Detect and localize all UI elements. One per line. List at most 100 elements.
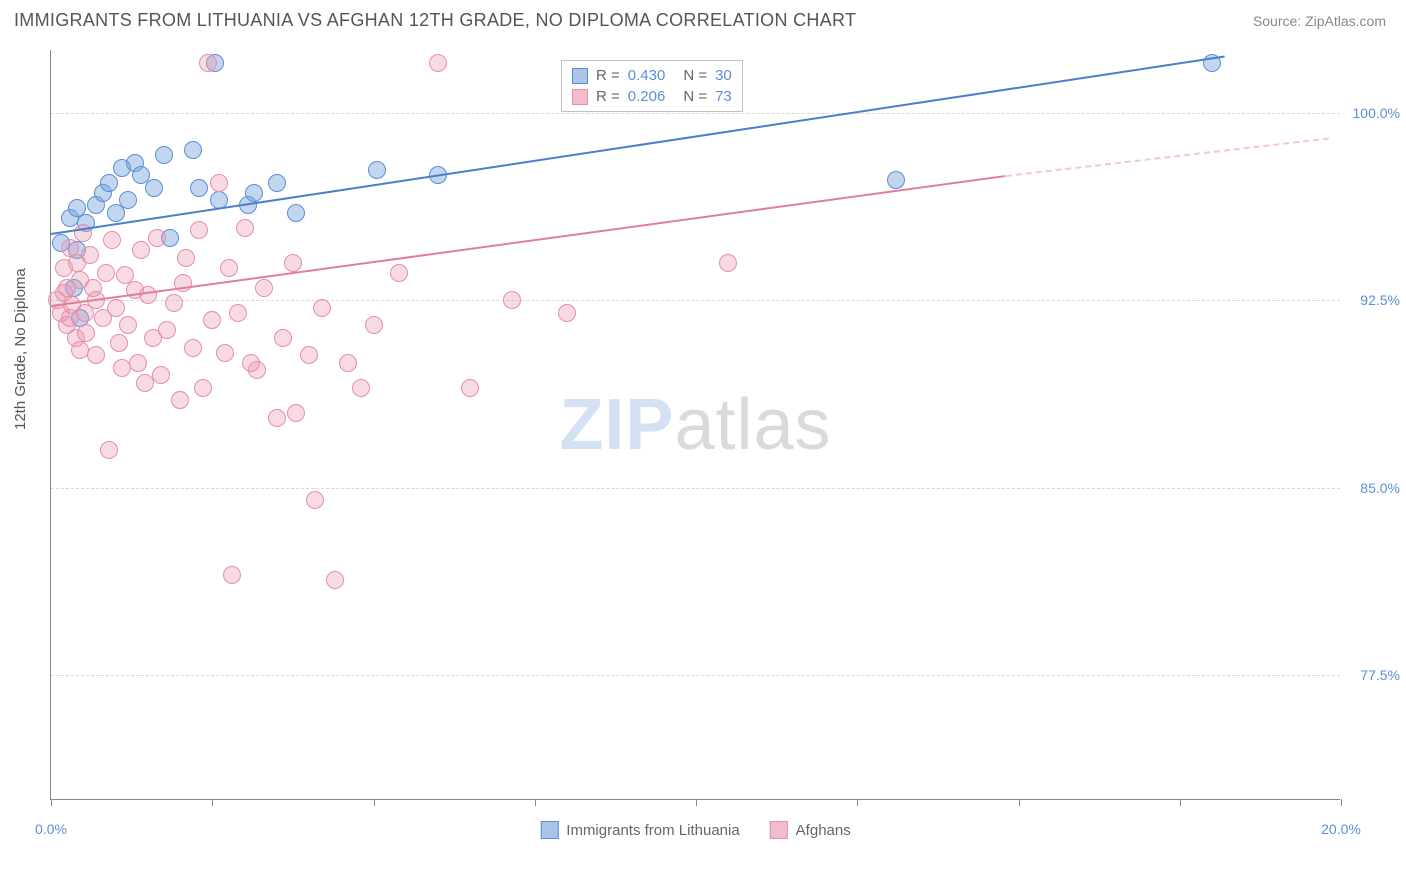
grid-line bbox=[51, 675, 1340, 676]
scatter-point bbox=[248, 361, 266, 379]
stats-box: R = 0.430 N = 30 R = 0.206 N = 73 bbox=[561, 60, 743, 112]
scatter-point bbox=[274, 329, 292, 347]
scatter-point bbox=[148, 229, 166, 247]
scatter-point bbox=[558, 304, 576, 322]
scatter-point bbox=[352, 379, 370, 397]
scatter-point bbox=[97, 264, 115, 282]
scatter-point bbox=[216, 344, 234, 362]
r-value-1: 0.430 bbox=[628, 67, 666, 84]
scatter-point bbox=[390, 264, 408, 282]
x-tick bbox=[212, 799, 213, 806]
grid-line bbox=[51, 488, 1340, 489]
scatter-point bbox=[287, 204, 305, 222]
scatter-point bbox=[199, 54, 217, 72]
scatter-point bbox=[177, 249, 195, 267]
scatter-point bbox=[129, 354, 147, 372]
legend-swatch-pink bbox=[770, 821, 788, 839]
y-tick-label: 100.0% bbox=[1345, 105, 1400, 121]
watermark: ZIPatlas bbox=[559, 384, 831, 466]
stats-swatch-blue bbox=[572, 68, 588, 84]
legend-item-2: Afghans bbox=[770, 821, 851, 839]
scatter-point bbox=[287, 404, 305, 422]
scatter-point bbox=[220, 259, 238, 277]
x-tick bbox=[1341, 799, 1342, 806]
scatter-point bbox=[255, 279, 273, 297]
trend-line bbox=[1005, 138, 1328, 177]
scatter-point bbox=[87, 346, 105, 364]
x-tick-label: 0.0% bbox=[35, 821, 67, 837]
scatter-point bbox=[158, 321, 176, 339]
n-value-1: 30 bbox=[715, 67, 732, 84]
scatter-point bbox=[229, 304, 247, 322]
scatter-point bbox=[171, 391, 189, 409]
scatter-point bbox=[139, 286, 157, 304]
scatter-point bbox=[103, 231, 121, 249]
scatter-point bbox=[190, 221, 208, 239]
scatter-point bbox=[165, 294, 183, 312]
scatter-point bbox=[368, 161, 386, 179]
y-axis-label: 12th Grade, No Diploma bbox=[12, 268, 29, 430]
scatter-point bbox=[155, 146, 173, 164]
legend-label-1: Immigrants from Lithuania bbox=[566, 822, 739, 839]
legend-item-1: Immigrants from Lithuania bbox=[540, 821, 739, 839]
scatter-point bbox=[190, 179, 208, 197]
x-tick bbox=[1180, 799, 1181, 806]
scatter-point bbox=[100, 174, 118, 192]
scatter-point bbox=[119, 191, 137, 209]
scatter-point bbox=[236, 219, 254, 237]
watermark-atlas: atlas bbox=[674, 385, 831, 465]
scatter-point bbox=[245, 184, 263, 202]
legend-label-2: Afghans bbox=[796, 822, 851, 839]
plot-area: ZIPatlas R = 0.430 N = 30 R = 0.206 N = … bbox=[50, 50, 1340, 800]
source-label: Source: ZipAtlas.com bbox=[1253, 13, 1386, 29]
r-value-2: 0.206 bbox=[628, 88, 666, 105]
scatter-point bbox=[119, 316, 137, 334]
grid-line bbox=[51, 300, 1340, 301]
scatter-point bbox=[100, 441, 118, 459]
scatter-point bbox=[107, 299, 125, 317]
scatter-point bbox=[268, 409, 286, 427]
scatter-point bbox=[210, 174, 228, 192]
bottom-legend: Immigrants from Lithuania Afghans bbox=[540, 821, 850, 839]
n-label: N = bbox=[683, 88, 707, 105]
stats-row-1: R = 0.430 N = 30 bbox=[572, 65, 732, 86]
n-label: N = bbox=[683, 67, 707, 84]
x-tick bbox=[857, 799, 858, 806]
scatter-point bbox=[300, 346, 318, 364]
y-tick-label: 77.5% bbox=[1345, 667, 1400, 683]
scatter-point bbox=[503, 291, 521, 309]
grid-line bbox=[51, 113, 1340, 114]
stats-swatch-pink bbox=[572, 89, 588, 105]
chart-title: IMMIGRANTS FROM LITHUANIA VS AFGHAN 12TH… bbox=[14, 10, 856, 31]
y-tick-label: 85.0% bbox=[1345, 480, 1400, 496]
scatter-point bbox=[77, 324, 95, 342]
scatter-point bbox=[429, 54, 447, 72]
scatter-point bbox=[184, 141, 202, 159]
x-tick bbox=[1019, 799, 1020, 806]
legend-swatch-blue bbox=[540, 821, 558, 839]
r-label: R = bbox=[596, 67, 620, 84]
scatter-point bbox=[81, 246, 99, 264]
stats-row-2: R = 0.206 N = 73 bbox=[572, 86, 732, 107]
scatter-point bbox=[223, 566, 241, 584]
scatter-point bbox=[184, 339, 202, 357]
x-tick-label: 20.0% bbox=[1321, 821, 1361, 837]
r-label: R = bbox=[596, 88, 620, 105]
scatter-point bbox=[284, 254, 302, 272]
scatter-point bbox=[203, 311, 221, 329]
scatter-point bbox=[152, 366, 170, 384]
scatter-point bbox=[132, 241, 150, 259]
watermark-zip: ZIP bbox=[559, 385, 674, 465]
x-tick bbox=[696, 799, 697, 806]
scatter-point bbox=[306, 491, 324, 509]
scatter-point bbox=[313, 299, 331, 317]
scatter-point bbox=[145, 179, 163, 197]
scatter-point bbox=[719, 254, 737, 272]
scatter-point bbox=[194, 379, 212, 397]
scatter-point bbox=[365, 316, 383, 334]
x-tick bbox=[374, 799, 375, 806]
n-value-2: 73 bbox=[715, 88, 732, 105]
x-tick bbox=[535, 799, 536, 806]
scatter-point bbox=[326, 571, 344, 589]
scatter-point bbox=[461, 379, 479, 397]
